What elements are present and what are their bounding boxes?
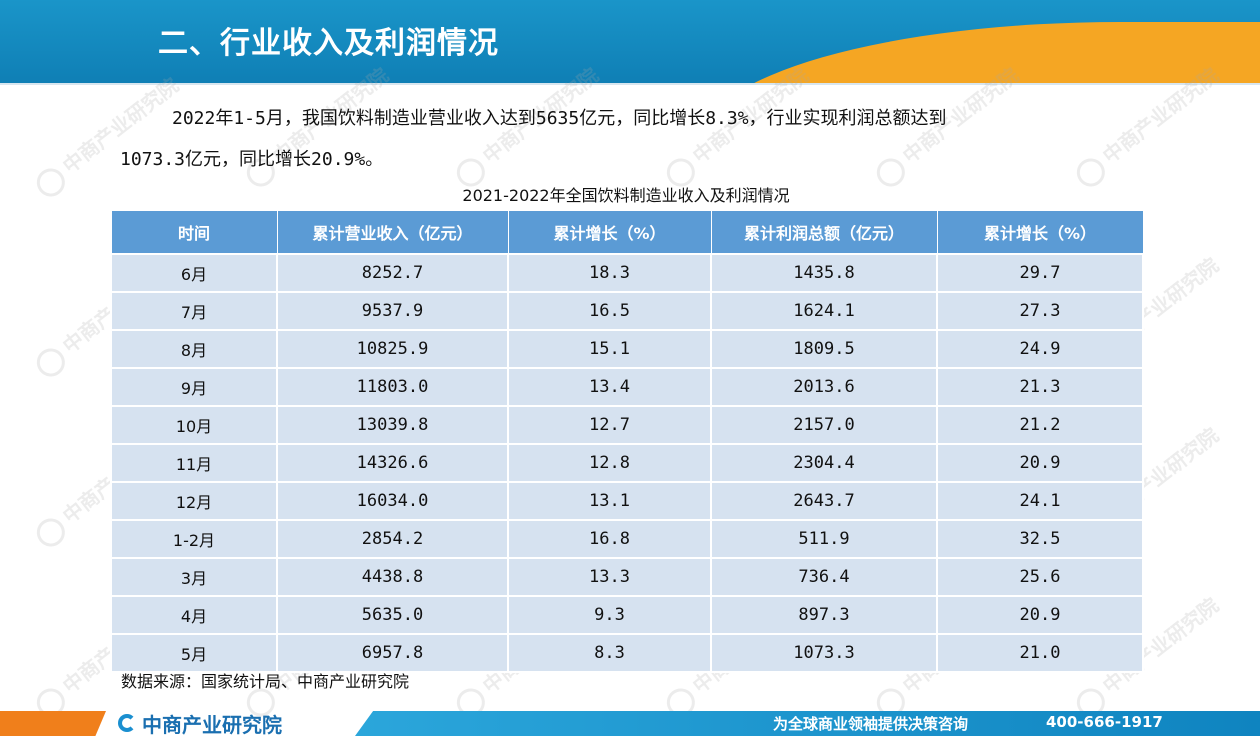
cell-revenue-growth: 13.4 — [507, 367, 712, 407]
header-divider — [0, 83, 1260, 85]
cell-time: 7月 — [110, 291, 278, 331]
table-header-row: 时间 累计营业收入（亿元） 累计增长（%） 累计利润总额（亿元） 累计增长（%） — [110, 210, 1144, 255]
cell-revenue: 6957.8 — [276, 633, 509, 673]
footer-slogan: 为全球商业领袖提供决策咨询 — [773, 715, 969, 733]
cell-profit-growth: 21.0 — [936, 633, 1144, 673]
cell-revenue: 5635.0 — [276, 595, 509, 635]
table-row: 12月 16034.0 13.1 2643.7 24.1 — [110, 481, 1144, 521]
cell-revenue-growth: 9.3 — [507, 595, 712, 635]
table-row: 7月 9537.9 16.5 1624.1 27.3 — [110, 291, 1144, 331]
intro-paragraph-line2: 1073.3亿元，同比增长20.9%。 — [120, 149, 384, 170]
table-row: 3月 4438.8 13.3 736.4 25.6 — [110, 557, 1144, 597]
cell-profit: 897.3 — [710, 595, 938, 635]
cell-revenue: 4438.8 — [276, 557, 509, 597]
cell-time: 10月 — [110, 405, 278, 445]
cell-revenue: 13039.8 — [276, 405, 509, 445]
table-row: 11月 14326.6 12.8 2304.4 20.9 — [110, 443, 1144, 483]
cell-revenue-growth: 18.3 — [507, 253, 712, 293]
intro-paragraph-line1: 2022年1-5月，我国饮料制造业营业收入达到5635亿元，同比增长8.3%，行… — [172, 108, 947, 129]
cell-time: 6月 — [110, 253, 278, 293]
cell-revenue: 10825.9 — [276, 329, 509, 369]
cell-time: 12月 — [110, 481, 278, 521]
column-header-revenue-growth: 累计增长（%） — [507, 210, 712, 255]
cell-revenue-growth: 8.3 — [507, 633, 712, 673]
footer-logo-text: 中商产业研究院 — [142, 712, 282, 737]
cell-revenue-growth: 13.3 — [507, 557, 712, 597]
cell-profit: 511.9 — [710, 519, 938, 559]
cell-profit-growth: 21.3 — [936, 367, 1144, 407]
header-banner: 二、行业收入及利润情况 — [0, 0, 1260, 83]
cell-revenue-growth: 12.7 — [507, 405, 712, 445]
table-row: 10月 13039.8 12.7 2157.0 21.2 — [110, 405, 1144, 445]
company-logo-icon — [118, 714, 136, 732]
cell-revenue-growth: 15.1 — [507, 329, 712, 369]
cell-profit-growth: 24.1 — [936, 481, 1144, 521]
revenue-profit-table: 时间 累计营业收入（亿元） 累计增长（%） 累计利润总额（亿元） 累计增长（%）… — [110, 210, 1144, 673]
cell-revenue: 16034.0 — [276, 481, 509, 521]
cell-time: 8月 — [110, 329, 278, 369]
column-header-revenue: 累计营业收入（亿元） — [276, 210, 509, 255]
cell-profit-growth: 20.9 — [936, 595, 1144, 635]
page-title: 二、行业收入及利润情况 — [158, 26, 499, 61]
table-row: 1-2月 2854.2 16.8 511.9 32.5 — [110, 519, 1144, 559]
cell-profit: 2013.6 — [710, 367, 938, 407]
table-row: 4月 5635.0 9.3 897.3 20.9 — [110, 595, 1144, 635]
footer-orange-bar — [0, 711, 106, 736]
cell-revenue-growth: 13.1 — [507, 481, 712, 521]
column-header-time: 时间 — [110, 210, 278, 255]
table-row: 6月 8252.7 18.3 1435.8 29.7 — [110, 253, 1144, 293]
cell-profit: 2643.7 — [710, 481, 938, 521]
table-title: 2021-2022年全国饮料制造业收入及利润情况 — [462, 186, 790, 205]
cell-revenue-growth: 16.8 — [507, 519, 712, 559]
table-row: 8月 10825.9 15.1 1809.5 24.9 — [110, 329, 1144, 369]
cell-profit: 1435.8 — [710, 253, 938, 293]
cell-profit-growth: 27.3 — [936, 291, 1144, 331]
footer-logo: 中商产业研究院 — [118, 710, 282, 737]
cell-profit: 736.4 — [710, 557, 938, 597]
cell-revenue: 8252.7 — [276, 253, 509, 293]
cell-profit: 1073.3 — [710, 633, 938, 673]
cell-profit: 1809.5 — [710, 329, 938, 369]
column-header-profit-growth: 累计增长（%） — [936, 210, 1144, 255]
watermark-logo-icon — [30, 342, 71, 382]
cell-profit: 2157.0 — [710, 405, 938, 445]
footer-phone: 400-666-1917 — [1046, 713, 1163, 731]
table-row: 9月 11803.0 13.4 2013.6 21.3 — [110, 367, 1144, 407]
cell-time: 9月 — [110, 367, 278, 407]
cell-profit-growth: 21.2 — [936, 405, 1144, 445]
cell-time: 3月 — [110, 557, 278, 597]
cell-profit-growth: 25.6 — [936, 557, 1144, 597]
cell-profit: 2304.4 — [710, 443, 938, 483]
cell-profit-growth: 24.9 — [936, 329, 1144, 369]
watermark-logo-icon — [30, 512, 71, 552]
table-row: 5月 6957.8 8.3 1073.3 21.0 — [110, 633, 1144, 673]
cell-profit: 1624.1 — [710, 291, 938, 331]
cell-revenue-growth: 16.5 — [507, 291, 712, 331]
cell-profit-growth: 29.7 — [936, 253, 1144, 293]
column-header-profit: 累计利润总额（亿元） — [710, 210, 938, 255]
cell-time: 4月 — [110, 595, 278, 635]
cell-revenue: 9537.9 — [276, 291, 509, 331]
cell-revenue: 14326.6 — [276, 443, 509, 483]
cell-revenue: 2854.2 — [276, 519, 509, 559]
data-source-note: 数据来源：国家统计局、中商产业研究院 — [121, 672, 410, 691]
cell-time: 11月 — [110, 443, 278, 483]
cell-profit-growth: 20.9 — [936, 443, 1144, 483]
cell-revenue: 11803.0 — [276, 367, 509, 407]
footer-blue-bar — [355, 711, 1260, 736]
watermark-logo-icon — [30, 162, 71, 202]
cell-revenue-growth: 12.8 — [507, 443, 712, 483]
cell-time: 1-2月 — [110, 519, 278, 559]
cell-time: 5月 — [110, 633, 278, 673]
cell-profit-growth: 32.5 — [936, 519, 1144, 559]
